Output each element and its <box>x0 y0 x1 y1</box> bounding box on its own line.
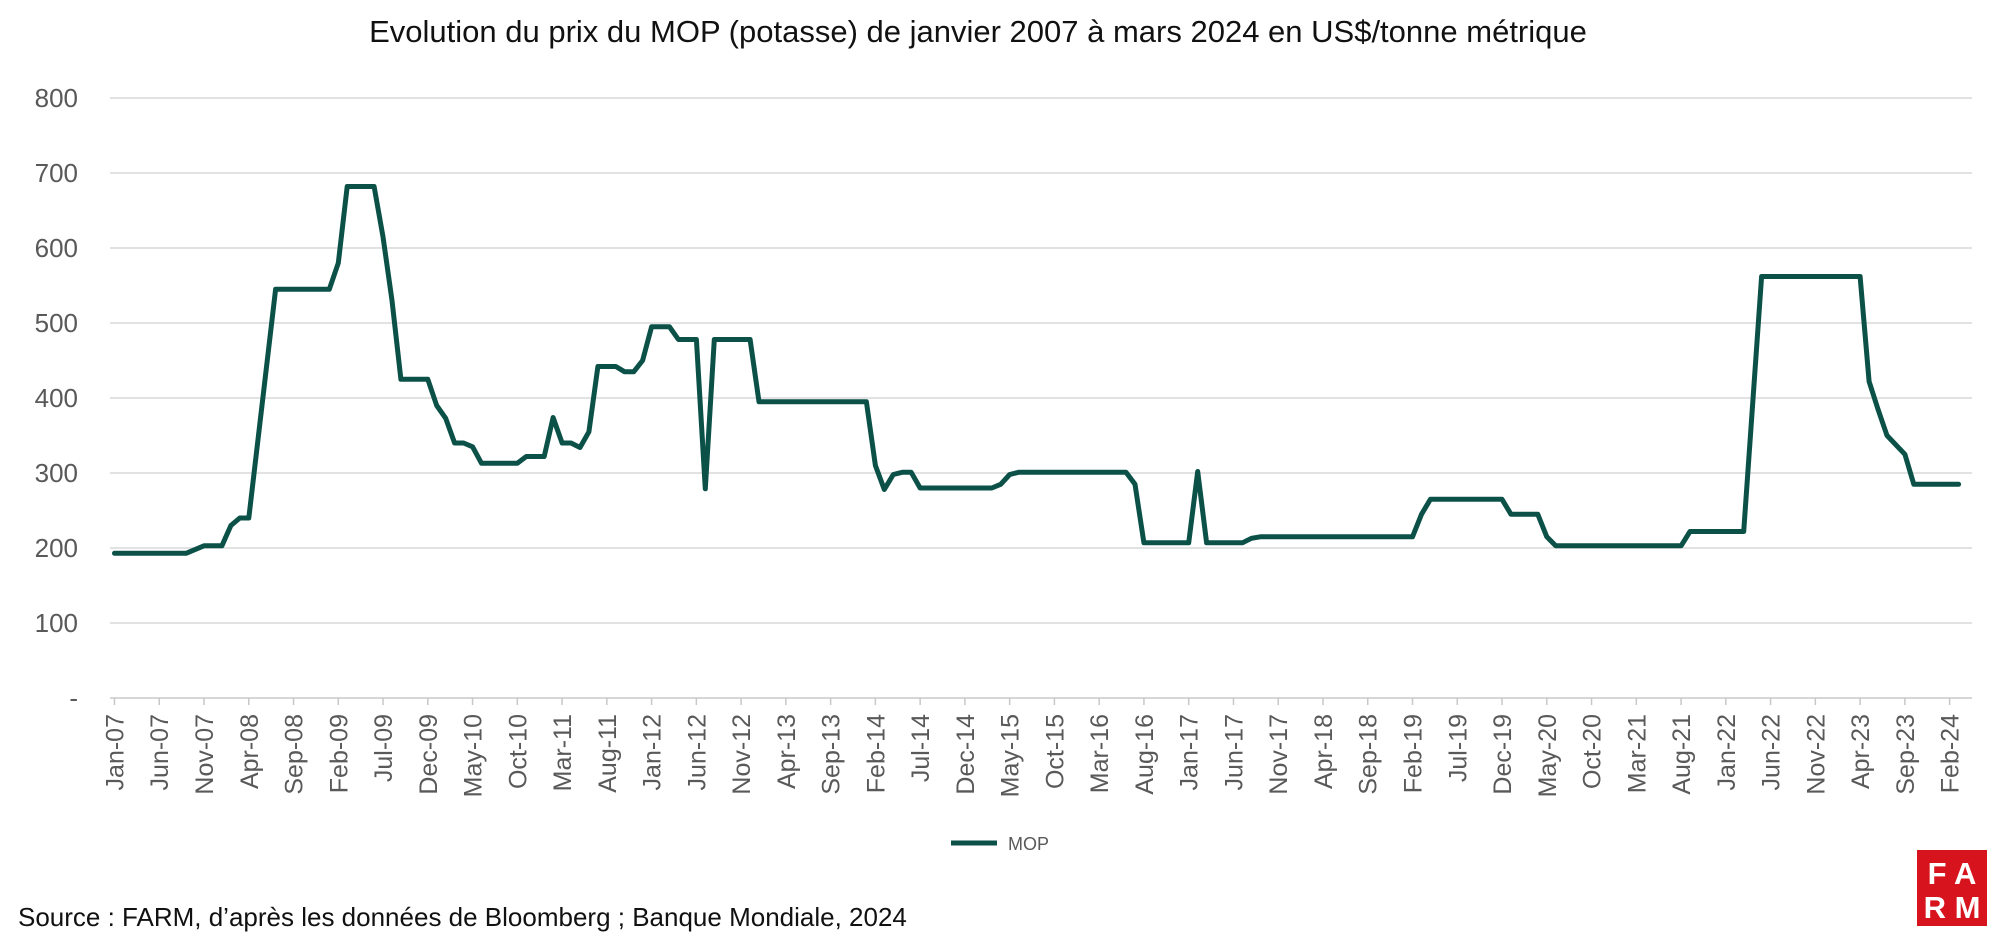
x-tick-label: Mar-21 <box>1623 714 1651 793</box>
x-tick-label: Feb-14 <box>862 714 890 793</box>
x-tick-label: Aug-11 <box>594 714 622 793</box>
x-tick-label: Jun-22 <box>1758 714 1786 790</box>
x-tick-label: Jan-22 <box>1713 714 1741 790</box>
x-tick-label: Apr-13 <box>773 714 801 789</box>
farm-logo-background <box>1917 850 1987 926</box>
x-tick-label: Jul-14 <box>907 714 935 782</box>
x-tick-label: Jul-09 <box>370 714 398 782</box>
x-tick-label: Dec-09 <box>415 714 443 795</box>
x-tick-label: Nov-12 <box>728 714 756 795</box>
x-tick-label: Sep-08 <box>281 714 309 795</box>
legend: MOP <box>951 834 1049 854</box>
y-tick-label: 700 <box>35 158 78 188</box>
x-tick-label: Dec-14 <box>952 714 980 795</box>
x-tick-label: Feb-24 <box>1937 714 1965 793</box>
x-tick-labels: Jan-07 Jun-07 Nov-07 Apr-08 Sep-08 Feb-09 Jul-… <box>101 698 1965 797</box>
series-layer <box>112 184 1962 556</box>
y-axis: - 100 200 300 400 500 600 700 800 <box>35 83 78 713</box>
legend-label: MOP <box>1008 834 1049 854</box>
x-tick-label: Sep-18 <box>1355 714 1383 795</box>
x-tick-label: Nov-17 <box>1265 714 1293 795</box>
y-tick-label: 500 <box>35 308 78 338</box>
gridlines <box>110 97 1972 624</box>
x-tick-label: Sep-13 <box>818 714 846 795</box>
x-tick-label: Mar-11 <box>549 714 577 791</box>
x-tick-label: Apr-23 <box>1847 714 1875 789</box>
x-tick-label: Aug-16 <box>1131 714 1159 795</box>
x-tick-label: Nov-07 <box>191 714 219 795</box>
y-tick-label: 100 <box>35 608 78 638</box>
x-tick-label: Feb-09 <box>325 714 353 793</box>
x-tick-label: Jan-17 <box>1176 714 1204 790</box>
x-tick-label: Jan-12 <box>639 714 667 790</box>
y-tick-label: 200 <box>35 533 78 563</box>
x-tick-label: Nov-22 <box>1802 714 1830 795</box>
x-tick-label: Sep-23 <box>1892 714 1920 795</box>
farm-logo: F A R M <box>1917 850 1987 926</box>
y-tick-label: 600 <box>35 233 78 263</box>
x-tick-label: Jun-17 <box>1220 714 1248 790</box>
x-tick-label: Jun-12 <box>683 714 711 790</box>
y-tick-label: 300 <box>35 458 78 488</box>
x-tick-label: Jan-07 <box>101 714 129 790</box>
x-tick-label: Oct-20 <box>1579 714 1607 789</box>
chart-title: Evolution du prix du MOP (potasse) de ja… <box>369 14 1587 49</box>
x-tick-label: Aug-21 <box>1668 714 1696 795</box>
source-note: Source : FARM, d’après les données de Bl… <box>18 902 907 932</box>
y-tick-label: 400 <box>35 383 78 413</box>
x-tick-label: Oct-10 <box>504 714 532 789</box>
series-line-mop <box>112 184 1962 556</box>
farm-logo-line-2: R M <box>1924 890 1981 925</box>
x-tick-label: Jul-19 <box>1444 714 1472 782</box>
x-tick-label: Oct-15 <box>1041 714 1069 789</box>
x-tick-label: May-15 <box>997 714 1025 797</box>
y-tick-label: - <box>69 683 78 713</box>
x-tick-label: Feb-19 <box>1400 714 1428 793</box>
x-tick-label: Jun-07 <box>146 714 174 790</box>
x-tick-label: Dec-19 <box>1489 714 1517 795</box>
x-tick-label: Mar-16 <box>1086 714 1114 793</box>
x-tick-label: Apr-18 <box>1310 714 1338 789</box>
y-tick-label: 800 <box>35 83 78 113</box>
farm-logo-line-1: F A <box>1928 856 1977 891</box>
x-tick-label: May-10 <box>460 714 488 797</box>
x-tick-label: Apr-08 <box>236 714 264 789</box>
x-tick-label: May-20 <box>1534 714 1562 797</box>
